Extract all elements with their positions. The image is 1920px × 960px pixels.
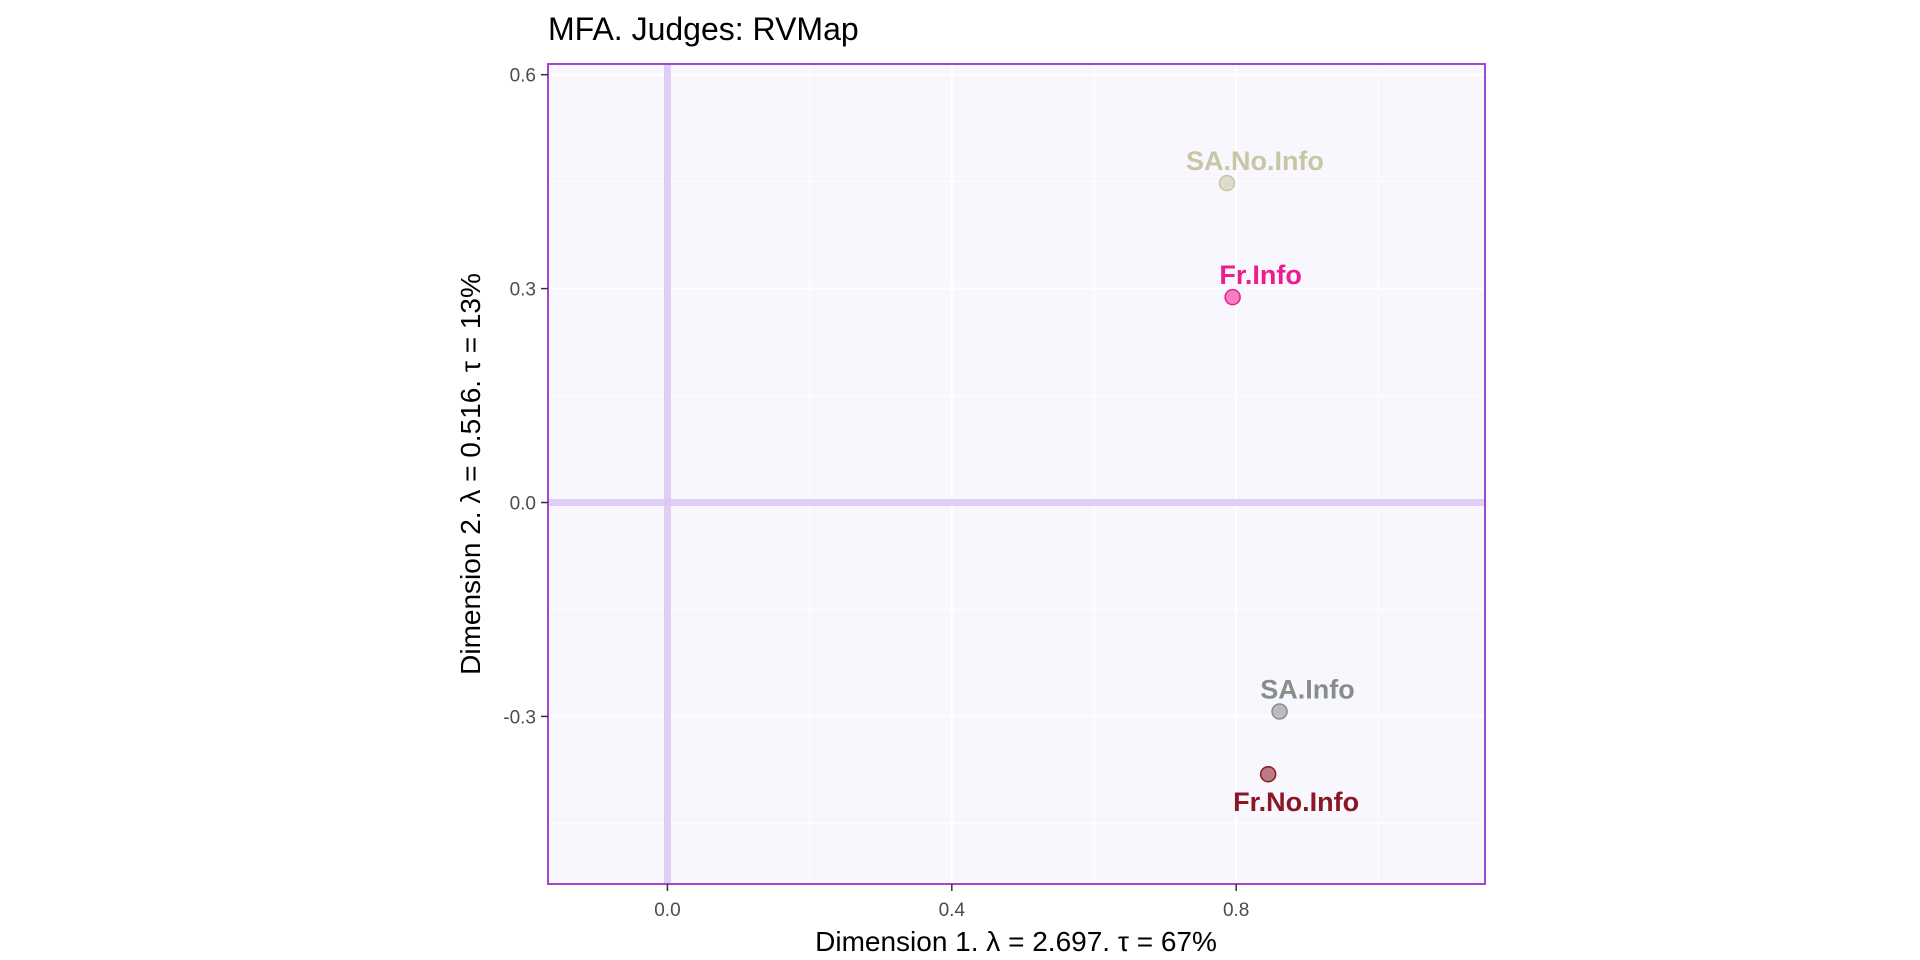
chart-title: MFA. Judges: RVMap [548, 11, 859, 47]
x-tick-label: 0.0 [654, 900, 680, 921]
panel-background [548, 64, 1485, 884]
point-label-sa-no-info: SA.No.Info [1186, 146, 1324, 176]
point-sa-info [1271, 703, 1288, 720]
point-fr-no-info [1259, 765, 1277, 783]
point-fr-info [1224, 288, 1241, 306]
point-label-sa-info: SA.Info [1260, 674, 1355, 704]
plot-panel [548, 64, 1485, 884]
x-tick-label: 0.4 [939, 900, 966, 921]
y-tick-label: -0.3 [503, 707, 536, 728]
y-axis-label: Dimension 2. λ = 0.516. τ = 13% [455, 273, 486, 675]
data-points: SA.No.Info Fr.Info SA.Info Fr.No.Info [1186, 146, 1359, 817]
origin-lines [548, 64, 1485, 884]
y-tick-label: 0.6 [510, 66, 536, 87]
point-sa-no-info [1218, 174, 1236, 192]
axis-ticks: 0.0 0.4 0.8 -0.3 0.0 0.3 0.6 [503, 66, 1249, 921]
point-label-fr-info: Fr.Info [1219, 260, 1302, 290]
point-label-fr-no-info: Fr.No.Info [1233, 787, 1359, 817]
x-axis-label: Dimension 1. λ = 2.697. τ = 67% [815, 926, 1217, 957]
y-tick-label: 0.0 [510, 494, 536, 515]
panel-border [547, 63, 1486, 885]
y-tick-label: 0.3 [510, 280, 536, 301]
x-tick-label: 0.8 [1223, 900, 1249, 921]
